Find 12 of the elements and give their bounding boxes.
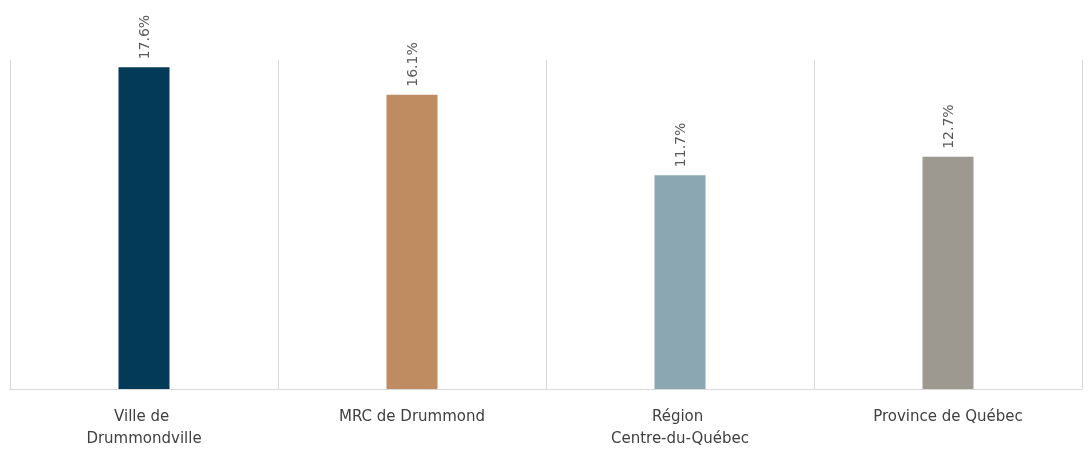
data-label: 16.1% [404, 42, 420, 87]
x-tick-label: MRC de Drummond [338, 407, 486, 425]
bar [118, 67, 170, 389]
x-tick-label: Région Centre-du-Québec [610, 407, 750, 447]
x-tick-label: Ville de Drummondville [86, 407, 202, 447]
bar [386, 94, 438, 389]
data-label: 17.6% [136, 14, 152, 60]
x-tick-label: Province de Québec [873, 407, 1023, 425]
data-label: 11.7% [672, 122, 688, 168]
data-label: 12.7% [940, 104, 956, 149]
bar [922, 156, 974, 389]
bar [654, 175, 706, 389]
